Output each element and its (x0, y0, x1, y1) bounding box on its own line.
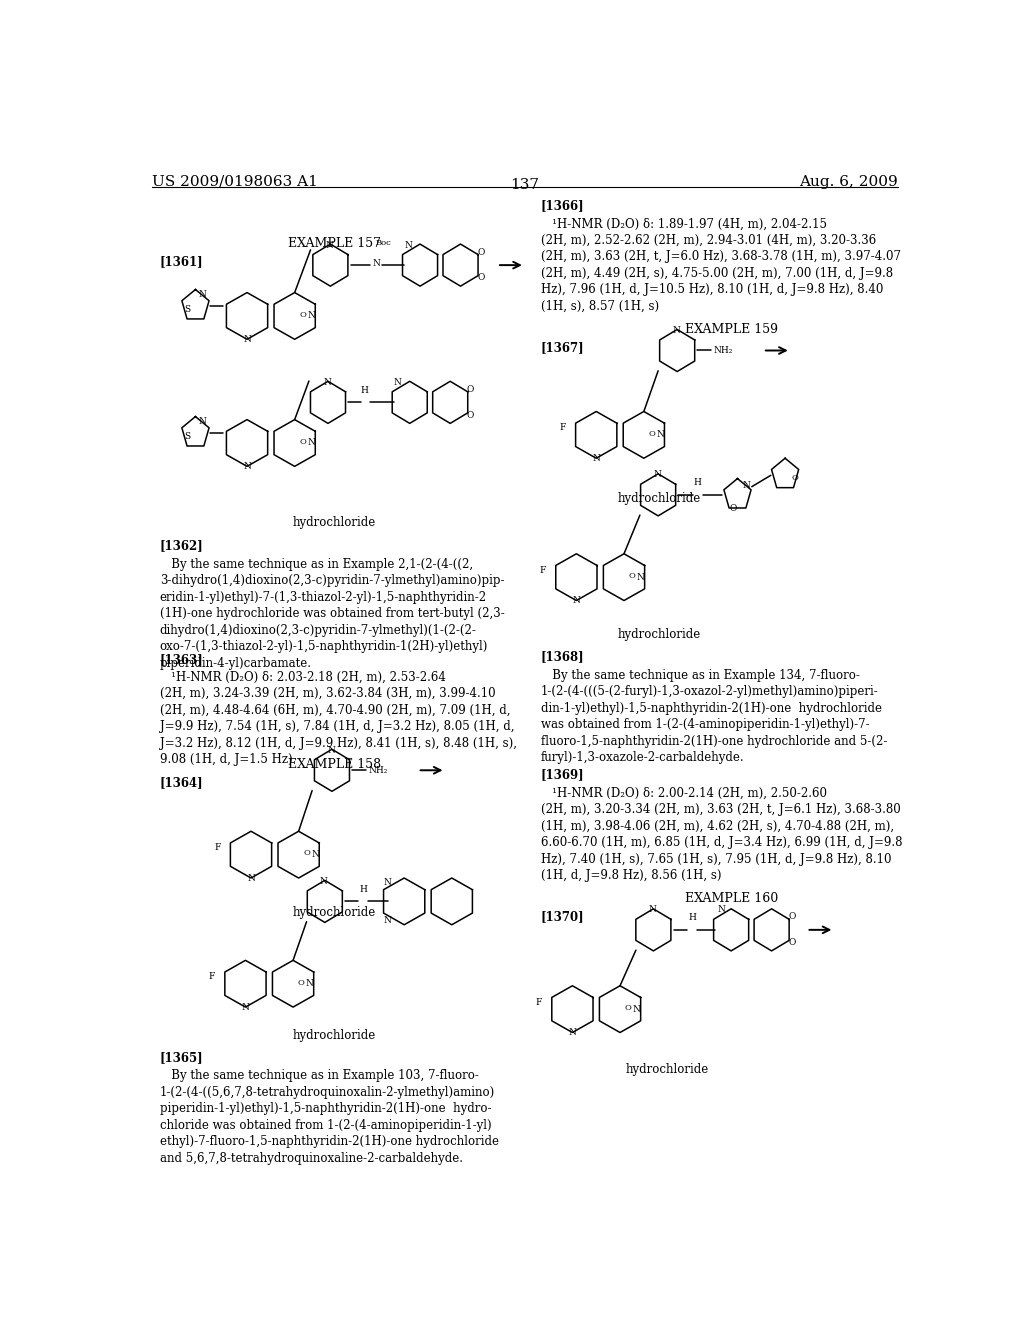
Text: ¹H-NMR (D₂O) δ: 2.03-2.18 (2H, m), 2.53-2.64
(2H, m), 3.24-3.39 (2H, m), 3.62-3.: ¹H-NMR (D₂O) δ: 2.03-2.18 (2H, m), 2.53-… (160, 671, 517, 766)
Text: O: O (303, 850, 310, 858)
Text: [1361]: [1361] (160, 255, 204, 268)
Text: O: O (300, 438, 306, 446)
Text: hydrochloride: hydrochloride (618, 492, 701, 504)
Text: N: N (323, 378, 331, 387)
Text: N: N (568, 1028, 577, 1038)
Text: F: F (536, 998, 543, 1007)
Text: NH₂: NH₂ (369, 766, 388, 775)
Text: N: N (307, 312, 315, 321)
Text: N: N (404, 240, 412, 249)
Text: O: O (477, 248, 484, 257)
Text: S: S (184, 432, 189, 441)
Text: N: N (653, 470, 662, 479)
Text: O: O (467, 411, 474, 420)
Text: Boc: Boc (376, 239, 391, 247)
Text: N: N (648, 906, 656, 915)
Text: N: N (672, 326, 680, 335)
Text: H: H (360, 385, 369, 395)
Text: N: N (384, 878, 391, 887)
Text: hydrochloride: hydrochloride (293, 516, 376, 529)
Text: F: F (209, 973, 215, 981)
Text: hydrochloride: hydrochloride (626, 1063, 710, 1076)
Text: N: N (242, 1003, 250, 1011)
Text: S: S (184, 305, 189, 314)
Text: [1365]: [1365] (160, 1051, 204, 1064)
Text: O: O (298, 978, 305, 986)
Text: N: N (656, 430, 665, 440)
Text: F: F (560, 424, 566, 433)
Text: N: N (327, 746, 335, 755)
Text: NH₂: NH₂ (714, 346, 733, 355)
Text: [1368]: [1368] (541, 651, 585, 664)
Text: [1362]: [1362] (160, 540, 204, 553)
Text: F: F (540, 566, 546, 574)
Text: H: H (694, 478, 701, 487)
Text: N: N (637, 573, 644, 582)
Text: hydrochloride: hydrochloride (293, 907, 376, 920)
Text: H: H (688, 913, 696, 923)
Text: H: H (359, 884, 367, 894)
Text: 137: 137 (510, 178, 540, 191)
Text: O: O (300, 310, 306, 318)
Text: EXAMPLE 158: EXAMPLE 158 (288, 758, 381, 771)
Text: N: N (326, 240, 333, 249)
Text: O: O (788, 939, 796, 948)
Text: N: N (319, 876, 328, 886)
Text: N: N (243, 462, 251, 471)
Text: [1367]: [1367] (541, 342, 585, 354)
Text: N: N (592, 454, 600, 463)
Text: F: F (214, 843, 221, 853)
Text: O: O (788, 912, 796, 921)
Text: N: N (384, 916, 391, 924)
Text: N: N (247, 874, 255, 883)
Text: US 2009/0198063 A1: US 2009/0198063 A1 (152, 174, 317, 189)
Text: N: N (311, 850, 319, 859)
Text: ¹H-NMR (D₂O) δ: 2.00-2.14 (2H, m), 2.50-2.60
(2H, m), 3.20-3.34 (2H, m), 3.63 (2: ¹H-NMR (D₂O) δ: 2.00-2.14 (2H, m), 2.50-… (541, 787, 902, 882)
Text: O: O (467, 385, 474, 393)
Text: O: O (625, 1005, 632, 1012)
Text: By the same technique as in Example 103, 7-fluoro-
1-(2-(4-((5,6,7,8-tetrahydroq: By the same technique as in Example 103,… (160, 1069, 499, 1164)
Text: By the same technique as in Example 2,1-(2-(4-((2,
3-dihydro(1,4)dioxino(2,3-c)p: By the same technique as in Example 2,1-… (160, 558, 505, 669)
Text: N: N (199, 290, 207, 298)
Text: O: O (649, 430, 655, 438)
Text: N: N (199, 417, 207, 426)
Text: N: N (742, 480, 750, 490)
Text: hydrochloride: hydrochloride (293, 1030, 376, 1043)
Text: EXAMPLE 159: EXAMPLE 159 (685, 323, 777, 337)
Text: O: O (792, 474, 799, 482)
Text: [1364]: [1364] (160, 776, 204, 789)
Text: N: N (718, 906, 726, 915)
Text: O: O (477, 273, 484, 282)
Text: [1366]: [1366] (541, 199, 585, 213)
Text: N: N (572, 597, 581, 605)
Text: N: N (306, 979, 313, 989)
Text: By the same technique as in Example 134, 7-fluoro-
1-(2-(4-(((5-(2-furyl)-1,3-ox: By the same technique as in Example 134,… (541, 669, 887, 764)
Text: [1369]: [1369] (541, 768, 585, 781)
Text: EXAMPLE 160: EXAMPLE 160 (684, 892, 778, 906)
Text: ¹H-NMR (D₂O) δ: 1.89-1.97 (4H, m), 2.04-2.15
(2H, m), 2.52-2.62 (2H, m), 2.94-3.: ¹H-NMR (D₂O) δ: 1.89-1.97 (4H, m), 2.04-… (541, 218, 901, 313)
Text: O: O (729, 504, 737, 513)
Text: [1370]: [1370] (541, 911, 585, 924)
Text: Aug. 6, 2009: Aug. 6, 2009 (799, 174, 898, 189)
Text: [1363]: [1363] (160, 653, 204, 667)
Text: N: N (307, 438, 315, 447)
Text: hydrochloride: hydrochloride (618, 628, 701, 642)
Text: N: N (394, 378, 401, 387)
Text: EXAMPLE 157: EXAMPLE 157 (288, 236, 381, 249)
Text: N: N (373, 259, 380, 268)
Text: O: O (629, 572, 636, 579)
Text: N: N (633, 1005, 641, 1014)
Text: N: N (243, 335, 251, 343)
